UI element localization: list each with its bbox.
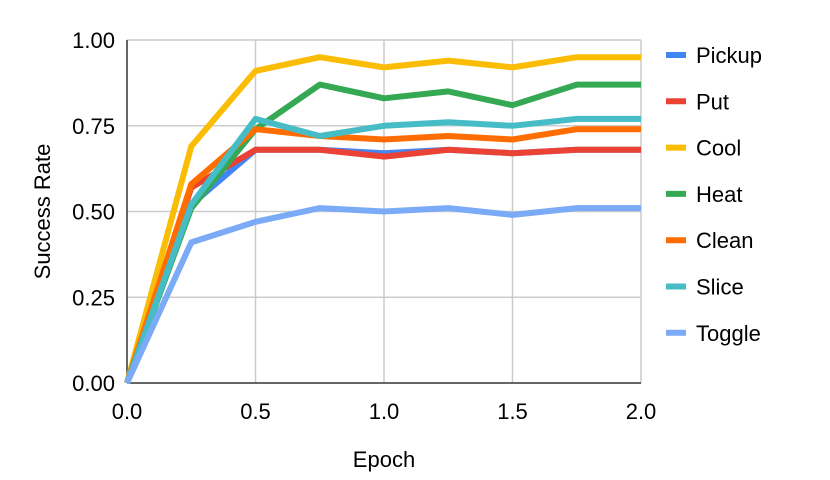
x-tick-label: 1.0 [369,399,400,424]
y-axis-title: Success Rate [30,144,55,280]
series-line-heat [124,81,641,385]
y-tick-label: 1.00 [72,28,115,53]
series-line-slice [124,115,641,385]
legend-label-clean: Clean [696,228,753,253]
y-tick-label: 0.25 [72,285,115,310]
legend-label-put: Put [696,89,729,114]
legend-label-slice: Slice [696,275,744,300]
y-tick-label: 0.00 [72,371,115,396]
x-tick-label: 0.5 [240,399,271,424]
series-lines [124,54,641,385]
legend-label-heat: Heat [696,182,742,207]
series-line-cool [124,54,641,384]
legend-label-pickup: Pickup [696,43,762,68]
y-tick-label: 0.50 [72,200,115,225]
legend: Pickup Put Cool Heat Clean Slice Toggle [666,43,762,346]
x-axis-title: Epoch [353,447,415,472]
legend-label-toggle: Toggle [696,321,761,346]
tick-labels: 0.00 0.25 0.50 0.75 1.00 0.0 0.5 1.0 1.5 2.0 [72,28,656,424]
series-line-clean [124,126,641,384]
series-line-toggle [124,205,641,385]
x-tick-label: 1.5 [497,399,528,424]
x-tick-label: 0.0 [112,399,143,424]
axes [126,40,641,384]
x-tick-label: 2.0 [626,399,657,424]
y-tick-label: 0.75 [72,114,115,139]
legend-label-cool: Cool [696,136,741,161]
